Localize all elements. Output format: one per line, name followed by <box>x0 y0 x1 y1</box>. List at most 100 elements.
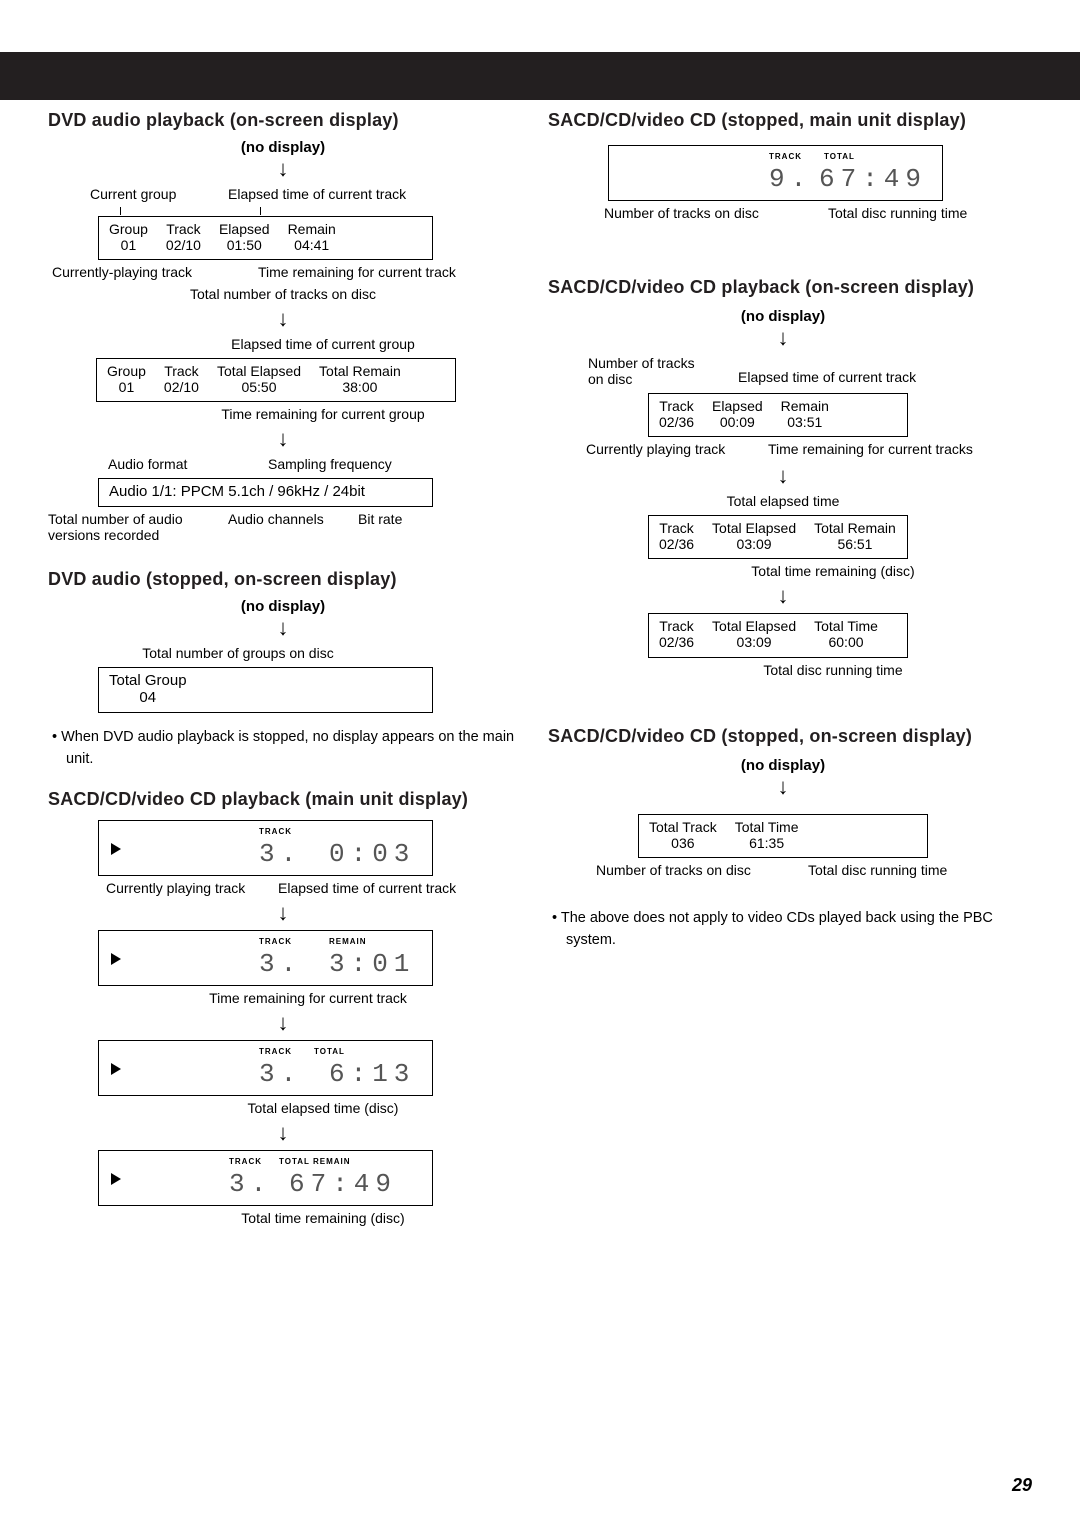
label-total-disc-running: Total disc running time <box>763 662 902 678</box>
box2-group-h: Group <box>107 363 146 379</box>
val-time: 0:03 <box>329 839 415 869</box>
val-track: 3. <box>229 1169 272 1199</box>
val-time: 67:49 <box>819 164 927 194</box>
b3-te-h: Total Elapsed <box>712 618 796 634</box>
callout-audio-row2: Total number of audio versions recorded … <box>48 511 518 549</box>
arrow-down-icon: ↓ <box>48 902 518 924</box>
lbl-track: TRACK <box>259 937 292 946</box>
callout-total-groups: Total number of groups on disc <box>48 645 518 663</box>
box1-track-v: 02/10 <box>166 237 201 253</box>
callout-row: Number of tracks on disc Elapsed time of… <box>548 355 1018 389</box>
val-track: 9. <box>769 164 812 194</box>
callout-row: Time remaining for current track <box>48 990 518 1010</box>
arrow-down-icon: ↓ <box>48 1012 518 1034</box>
callout-row: Total disc running time <box>548 662 1018 682</box>
lbl-total: TOTAL <box>314 1047 345 1056</box>
unit-display-4: TRACK TOTAL REMAIN 3. 67:49 <box>98 1150 433 1206</box>
label-currently-playing: Currently playing track <box>586 441 725 457</box>
b2-te-h: Total Elapsed <box>712 520 796 536</box>
val-track: 3. <box>259 1059 302 1089</box>
val-track: 3. <box>259 839 302 869</box>
val-track: 3. <box>259 949 302 979</box>
right-column: SACD/CD/video CD (stopped, main unit dis… <box>548 110 1018 951</box>
b3-track-v: 02/36 <box>659 634 694 650</box>
lbl-remain: REMAIN <box>329 937 367 946</box>
box1-remain-v: 04:41 <box>288 237 336 253</box>
osd-box-2: Group01 Track02/10 Total Elapsed05:50 To… <box>96 358 456 402</box>
callout-row: Number of tracks on disc Total disc runn… <box>548 862 1018 884</box>
b2-track-v: 02/36 <box>659 536 694 552</box>
tt-h: Total Track <box>649 819 717 835</box>
r-sec2-title: SACD/CD/video CD playback (on-screen dis… <box>548 277 1018 298</box>
box3-line: Audio 1/1: PPCM 5.1ch / 96kHz / 24bit <box>109 483 365 500</box>
header-bar <box>0 52 1080 100</box>
b3-te-v: 03:09 <box>712 634 796 650</box>
callout-row-b: Currently-playing track Time remaining f… <box>48 264 518 286</box>
val-time: 6:13 <box>329 1059 415 1089</box>
b3-track-h: Track <box>659 618 694 634</box>
box2-track-h: Track <box>164 363 199 379</box>
b2-track-h: Track <box>659 520 694 536</box>
label-elapsed-group: Elapsed time of current group <box>231 336 415 352</box>
b3-tt-v: 60:00 <box>814 634 878 650</box>
callout-row: Number of tracks on disc Total disc runn… <box>548 205 1018 227</box>
label-total-tracks: Total number of tracks on disc <box>190 286 376 302</box>
box1-remain-h: Remain <box>288 221 336 237</box>
val-time: 67:49 <box>289 1169 397 1199</box>
label-elapsed-track: Elapsed time of current track <box>738 369 916 385</box>
sec1-title: DVD audio playback (on-screen display) <box>48 110 518 131</box>
osd-box-total-group: Total Group 04 <box>98 667 433 713</box>
callout-audio-row: Audio format Sampling frequency <box>48 456 518 474</box>
val-time: 3:01 <box>329 949 415 979</box>
label-total-time-remaining: Total time remaining (disc) <box>751 563 914 579</box>
arrow-down-icon: ↓ <box>548 585 1018 607</box>
label-total-elapsed: Total elapsed time <box>727 493 840 509</box>
arrow-down-icon: ↓ <box>48 617 518 639</box>
callout-elapsed-group: Elapsed time of current group <box>48 336 518 354</box>
label-audio-channels: Audio channels <box>228 511 324 527</box>
unit-display-2: TRACK REMAIN 3. 3:01 <box>98 930 433 986</box>
label-total-groups: Total number of groups on disc <box>142 645 333 661</box>
no-display-label: (no display) <box>48 598 518 615</box>
note-pbc: The above does not apply to video CDs pl… <box>548 908 1018 952</box>
sec2-title: DVD audio (stopped, on-screen display) <box>48 569 518 590</box>
arrow-down-icon: ↓ <box>48 1122 518 1144</box>
osd-box-1: Group01 Track02/10 Elapsed01:50 Remain04… <box>98 216 433 260</box>
callout-row: Total elapsed time (disc) <box>48 1100 518 1120</box>
cap: Total time remaining (disc) <box>241 1210 404 1226</box>
box2-track-v: 02/10 <box>164 379 199 395</box>
page-number: 29 <box>1012 1475 1032 1496</box>
callout-time-remaining-group: Time remaining for current group <box>48 406 518 426</box>
play-icon <box>111 1173 121 1185</box>
cap-right: Elapsed time of current track <box>278 880 456 896</box>
callout-row: Total time remaining (disc) <box>48 1210 518 1230</box>
lbl-total-remain: TOTAL REMAIN <box>279 1157 351 1166</box>
tt-v: 036 <box>649 835 717 851</box>
cap-left: Number of tracks on disc <box>604 205 759 221</box>
arrow-down-icon: ↓ <box>548 776 1018 798</box>
arrow-down-icon: ↓ <box>548 465 1018 487</box>
osd-box-3: Audio 1/1: PPCM 5.1ch / 96kHz / 24bit <box>98 478 433 507</box>
label-current-group: Current group <box>90 186 176 202</box>
play-icon <box>111 1063 121 1075</box>
label-audio-format: Audio format <box>108 456 187 472</box>
box1-group-h: Group <box>109 221 148 237</box>
box2-te-h: Total Elapsed <box>217 363 301 379</box>
label-sampling-freq: Sampling frequency <box>268 456 392 472</box>
note-dvd-stopped: When DVD audio playback is stopped, no d… <box>48 727 518 771</box>
box1-group-v: 01 <box>109 237 148 253</box>
callout-row: Total time remaining (disc) <box>548 563 1018 583</box>
unit-display-stopped: TRACK TOTAL 9. 67:49 <box>608 145 943 201</box>
sec3-title: SACD/CD/video CD playback (main unit dis… <box>48 789 518 810</box>
b1-re-v: 03:51 <box>781 414 829 430</box>
b2-tr-v: 56:51 <box>814 536 896 552</box>
label-num-tracks: Number of tracks on disc <box>588 355 708 387</box>
callout-total-tracks: Total number of tracks on disc <box>48 286 518 306</box>
b1-el-h: Elapsed <box>712 398 763 414</box>
cap-left: Currently playing track <box>106 880 245 896</box>
conn-row <box>48 204 518 212</box>
label-time-remaining-group: Time remaining for current group <box>221 406 424 422</box>
b1-el-v: 00:09 <box>712 414 763 430</box>
lbl-track: TRACK <box>259 1047 292 1056</box>
r-osd-box-1: Track02/36 Elapsed00:09 Remain03:51 <box>648 393 908 437</box>
